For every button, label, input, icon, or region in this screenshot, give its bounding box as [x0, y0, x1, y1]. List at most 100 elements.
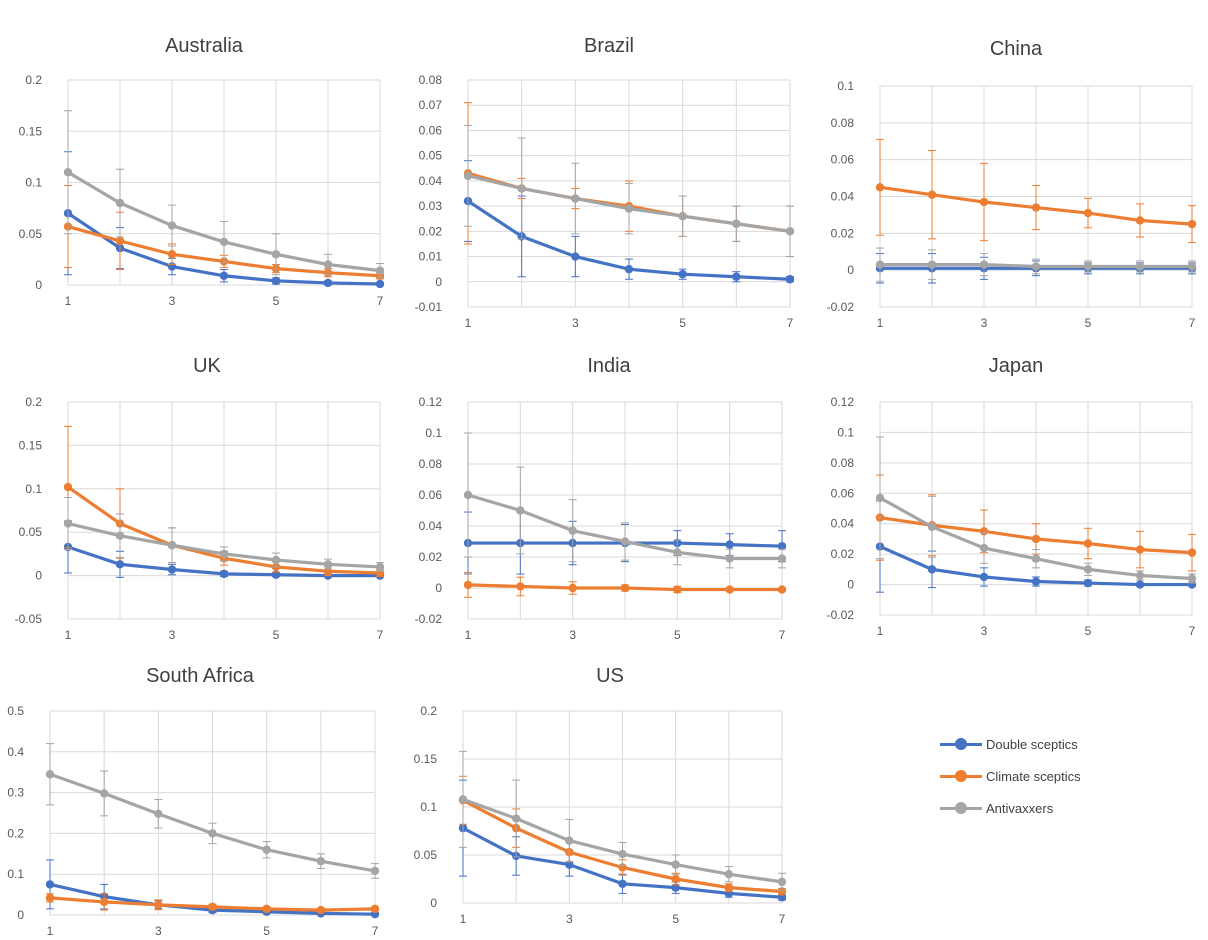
series-antivaxxers	[63, 496, 385, 572]
legend-item-antivaxxers: Antivaxxers	[940, 792, 1200, 824]
data-point	[323, 278, 333, 288]
data-point	[1135, 262, 1145, 271]
legend-swatch-double-sceptics	[940, 738, 982, 750]
data-point	[568, 583, 577, 593]
y-tick-label: 0.1	[837, 425, 854, 439]
chart-panel-brazil: Brazil 0.08 0.07 0.06 0.05 0.04 0.03 0.02 0.01 0 -…	[415, 35, 795, 330]
series-antivaxxers	[63, 110, 385, 279]
data-point	[63, 519, 73, 528]
y-tick-label: 0.05	[19, 525, 43, 539]
data-point	[618, 849, 627, 859]
data-point	[375, 562, 385, 572]
chart-title: China	[990, 38, 1043, 60]
data-point	[1187, 574, 1197, 583]
data-point	[1031, 554, 1041, 563]
data-point	[375, 279, 385, 289]
series-climate-sceptics	[463, 572, 787, 598]
data-point	[316, 905, 326, 915]
data-point	[927, 565, 937, 574]
data-point	[725, 540, 734, 549]
data-point	[979, 572, 989, 582]
data-point	[115, 531, 125, 540]
data-point	[785, 227, 795, 236]
y-tick-label: 0.05	[414, 848, 438, 862]
data-point	[927, 190, 937, 199]
data-point	[875, 183, 885, 192]
data-point	[154, 900, 163, 909]
data-point	[271, 250, 281, 259]
data-point	[517, 184, 526, 193]
y-tick-label: 0.4	[7, 745, 24, 759]
y-tick-label: 0.1	[25, 482, 42, 496]
data-point	[875, 260, 885, 269]
y-tick-label: 0.06	[419, 123, 443, 137]
x-tick-label: 3	[569, 628, 576, 642]
x-tick-label: 7	[1189, 316, 1196, 330]
data-point	[671, 883, 680, 892]
data-point	[463, 490, 473, 500]
data-point	[316, 856, 326, 866]
x-tick-label: 3	[169, 294, 176, 308]
y-tick-label: 0.04	[831, 517, 855, 531]
y-tick-label: 0.12	[419, 395, 443, 409]
legend-swatch-climate-sceptics	[940, 770, 982, 782]
y-tick-label: 0.06	[419, 488, 443, 502]
x-tick-label: 5	[674, 628, 681, 642]
data-point	[1187, 262, 1197, 271]
data-point	[154, 809, 163, 819]
data-point	[1187, 580, 1197, 589]
data-point	[777, 893, 787, 902]
data-point	[262, 845, 271, 854]
data-point	[219, 237, 229, 247]
data-point	[732, 272, 741, 281]
y-tick-label: 0	[435, 275, 442, 289]
data-point	[620, 537, 630, 546]
data-point	[99, 897, 109, 907]
legend: Double sceptics Climate sceptics Antivax…	[940, 728, 1200, 824]
y-tick-label: 0.01	[419, 250, 443, 264]
data-point	[571, 194, 580, 203]
x-tick-label: 1	[465, 316, 472, 330]
x-tick-label: 3	[981, 624, 988, 638]
data-point	[927, 522, 937, 531]
series-antivaxxers	[458, 750, 787, 892]
y-tick-label: 0.02	[831, 226, 855, 240]
data-point	[516, 582, 525, 591]
x-tick-label: 1	[877, 624, 884, 638]
data-point	[620, 583, 630, 593]
data-point	[208, 902, 217, 912]
data-point	[219, 549, 229, 559]
x-tick-label: 5	[263, 924, 270, 938]
x-tick-label: 7	[779, 912, 786, 926]
x-tick-label: 3	[981, 316, 988, 330]
data-point	[370, 866, 380, 876]
series-climate-sceptics	[875, 138, 1197, 244]
y-tick-label: 0.06	[831, 486, 855, 500]
data-point	[724, 883, 734, 892]
y-tick-label: 0.15	[19, 438, 43, 452]
x-tick-label: 1	[65, 294, 72, 308]
y-tick-label: 0	[430, 896, 437, 910]
data-point	[979, 260, 989, 269]
data-point	[45, 770, 55, 779]
chart-panel-uk: UK 0.2 0.15 0.1 0.05 0 -0.05 1 3 5 7	[15, 355, 385, 642]
legend-item-double-sceptics: Double sceptics	[940, 728, 1200, 760]
series-climate-sceptics	[45, 893, 380, 915]
y-tick-label: 0.08	[831, 456, 855, 470]
data-point	[673, 585, 682, 594]
y-tick-label: 0.07	[419, 98, 443, 112]
chart-title: Japan	[989, 355, 1044, 377]
data-point	[463, 580, 473, 590]
data-point	[63, 168, 73, 177]
data-point	[671, 860, 680, 869]
x-tick-label: 7	[377, 628, 384, 642]
x-tick-label: 3	[169, 628, 176, 642]
y-tick-label: 0.08	[419, 73, 443, 87]
data-point	[1083, 262, 1093, 271]
y-tick-label: 0.05	[19, 227, 43, 241]
y-tick-label: 0	[17, 908, 24, 922]
data-point	[875, 493, 885, 503]
data-point	[323, 260, 333, 269]
data-point	[370, 904, 380, 914]
data-point	[1031, 534, 1041, 544]
